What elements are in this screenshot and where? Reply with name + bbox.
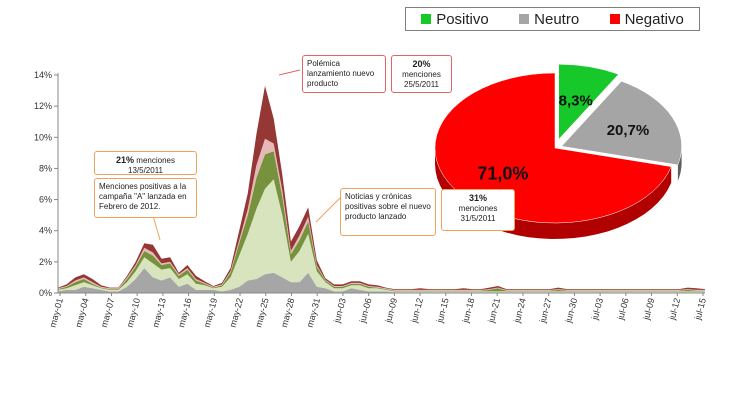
x-tick-label: may-16 [176, 297, 193, 329]
x-tick-label: jun-30 [563, 297, 579, 325]
y-tick-label: 4% [39, 226, 52, 236]
x-tick-label: jun-27 [537, 297, 553, 325]
callout-31pct-date: 31/5/2011 [460, 214, 496, 223]
legend-swatch-negativo [609, 14, 620, 24]
y-tick-label: 0% [39, 288, 52, 298]
x-tick-label: jun-06 [357, 297, 373, 325]
x-tick-label: may-28 [279, 297, 296, 329]
callout-20pct-value: 20% [412, 59, 431, 69]
callout-31pct-text: menciones [458, 204, 498, 213]
legend-label-negativo: Negativo [624, 10, 684, 28]
callout-20pct-text: menciones [402, 70, 441, 79]
x-tick-label: jun-15 [434, 297, 450, 325]
callout-31pct-value: 31% [468, 193, 487, 203]
x-tick-label: jul-12 [667, 297, 683, 322]
pie-value-label: 20,7% [607, 122, 650, 139]
x-tick-label: jul-06 [615, 297, 631, 322]
x-tick-label: jun-03 [331, 297, 347, 325]
x-tick-label: jun-12 [409, 297, 425, 325]
callout-noticias: Noticias y crónicas positivas sobre el n… [340, 188, 436, 236]
x-tick-label: may-22 [228, 297, 245, 329]
pie-value-label: 71,0% [477, 163, 528, 183]
callout-21pct: 21% menciones 13/5/2011 [94, 151, 197, 175]
y-tick-label: 12% [34, 101, 52, 111]
x-tick-label: jun-24 [511, 297, 527, 325]
pie-slice-side-1 [677, 146, 682, 181]
x-tick-label: may-10 [125, 297, 142, 329]
callout-20pct: 20% menciones 25/5/2011 [391, 55, 452, 93]
legend-item-neutro: Neutro [519, 11, 579, 28]
x-tick-label: may-13 [150, 297, 167, 329]
legend-item-positivo: Positivo [421, 11, 489, 28]
legend-item-negativo: Negativo [609, 10, 684, 28]
y-tick-label: 6% [39, 195, 52, 205]
pie-slice-positivo [558, 64, 619, 140]
x-tick-label: may-25 [253, 297, 270, 329]
x-tick-label: jun-09 [383, 297, 399, 325]
y-tick-label: 14% [34, 70, 52, 80]
y-tick-label: 10% [34, 132, 52, 142]
x-tick-label: jun-18 [460, 297, 476, 325]
pie-value-label: 8,3% [559, 92, 593, 109]
callout-21pct-value: 21% [116, 155, 135, 165]
connector-c3 [278, 69, 301, 76]
x-tick-label: jul-03 [589, 297, 605, 322]
legend-swatch-positivo [421, 14, 432, 24]
callout-polemica: Polémica lanzamiento nuevo producto [302, 55, 386, 93]
y-tick-label: 2% [39, 257, 52, 267]
x-tick-label: may-07 [99, 297, 116, 329]
callout-20pct-date: 25/5/2011 [404, 80, 439, 89]
pie-slice-neutro [561, 80, 682, 166]
callout-21pct-text: menciones [136, 156, 175, 165]
legend-swatch-neutro [519, 14, 530, 24]
callout-21pct-date: 13/5/2011 [128, 166, 163, 175]
x-tick-label: may-04 [73, 297, 90, 329]
chart-legend: Positivo Neutro Negativo [405, 7, 700, 31]
callout-noticias-text: Noticias y crónicas positivas sobre el n… [345, 192, 431, 221]
legend-label-positivo: Positivo [436, 10, 489, 28]
x-tick-label: jul-15 [692, 297, 708, 322]
callout-campaign: Menciones positivas a la campaña "A" lan… [94, 178, 197, 218]
callout-polemica-text: Polémica lanzamiento nuevo producto [307, 59, 375, 88]
x-tick-label: may-31 [305, 297, 322, 329]
callout-campaign-text: Menciones positivas a la campaña "A" lan… [99, 182, 187, 211]
x-tick-label: jun-21 [486, 297, 502, 325]
area-series-0 [58, 268, 705, 293]
x-tick-label: jul-09 [641, 297, 657, 322]
legend-label-neutro: Neutro [534, 10, 580, 28]
connector-c5 [315, 197, 341, 223]
y-tick-label: 8% [39, 163, 52, 173]
callout-31pct: 31% menciones 31/5/2011 [441, 189, 515, 231]
x-tick-label: may-19 [202, 297, 219, 329]
x-tick-label: may-01 [48, 297, 65, 329]
